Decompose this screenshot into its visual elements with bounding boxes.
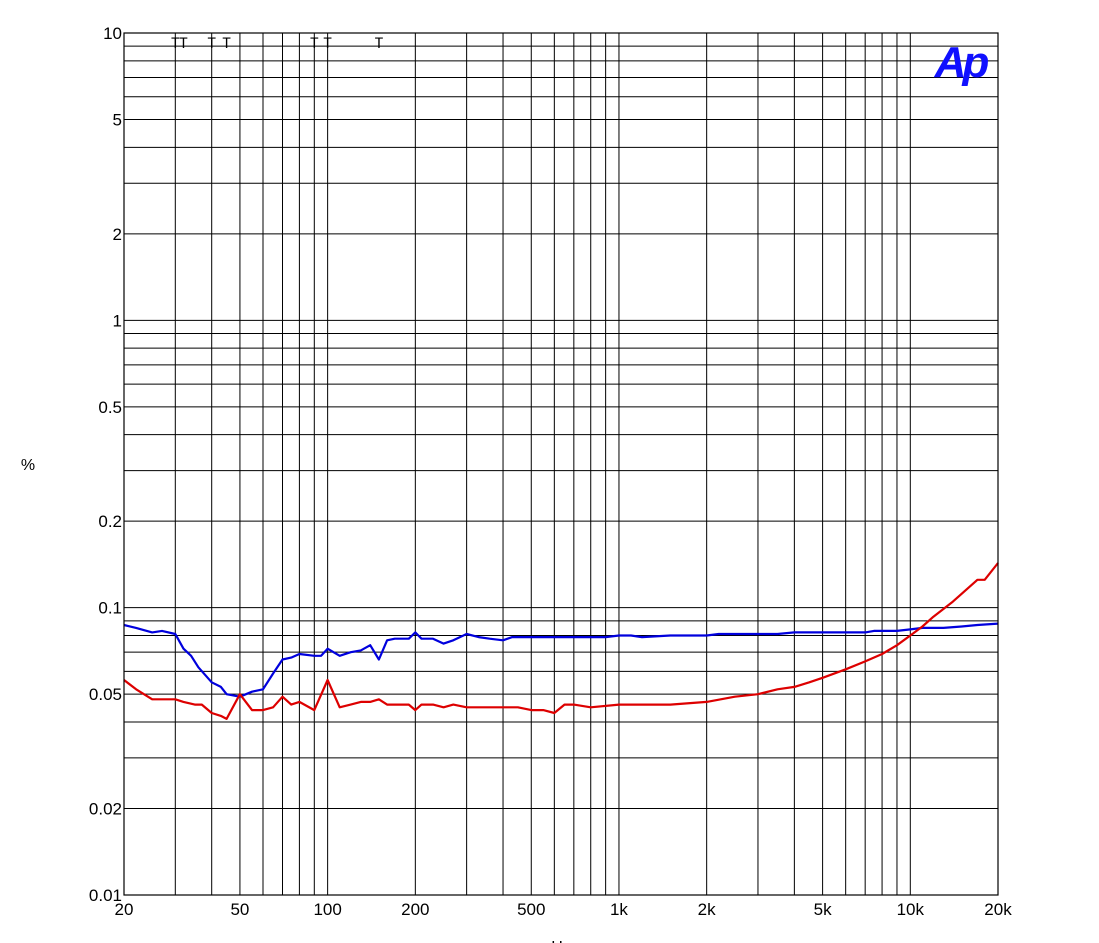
x-tick-label: 100 [313, 900, 341, 919]
top-marker: T [179, 36, 188, 52]
grid [123, 32, 999, 896]
top-marker: T [310, 36, 319, 52]
y-tick-label: 2 [113, 225, 122, 244]
y-tick-label: 0.05 [89, 685, 122, 704]
x-tick-label: 2k [698, 900, 716, 919]
x-tick-label: 200 [401, 900, 429, 919]
y-tick-label: 0.01 [89, 886, 122, 905]
y-tick-label: 5 [113, 110, 122, 129]
frame [123, 32, 999, 896]
y-tick-label: 1 [113, 311, 122, 330]
ap-logo: Ap [934, 38, 989, 87]
top-marker: T [207, 36, 216, 52]
x-tick-label: 1k [610, 900, 628, 919]
top-marker: T [222, 36, 231, 52]
x-tick-label: 10k [897, 900, 925, 919]
top-marker: T [171, 36, 180, 52]
x-tick-label: 500 [517, 900, 545, 919]
series-line-2 [123, 562, 999, 721]
y-tick-label: 0.02 [89, 800, 122, 819]
y-axis-label: % [21, 457, 35, 474]
y-tick-label: 10 [103, 24, 122, 43]
y-tick-label: 0.2 [98, 512, 122, 531]
series-line-1 [123, 622, 999, 698]
x-tick-label: 20 [115, 900, 134, 919]
x-tick-label: 50 [230, 900, 249, 919]
series-layer [123, 562, 999, 721]
top-marker: T [323, 36, 332, 52]
x-tick-label: 5k [814, 900, 832, 919]
y-tick-label: 0.1 [98, 599, 122, 618]
y-tick-label: 0.5 [98, 398, 122, 417]
x-axis-label: Hz [551, 939, 571, 943]
plot-frame [123, 32, 999, 896]
top-marker: T [375, 36, 384, 52]
y-tick-labels: 10 5 2 1 0.5 0.2 0.1 0.05 0.02 0.01 [89, 24, 122, 905]
x-tick-label: 20k [984, 900, 1012, 919]
x-tick-labels: 20 50 100 200 500 1k 2k 5k 10k 20k [115, 900, 1013, 919]
